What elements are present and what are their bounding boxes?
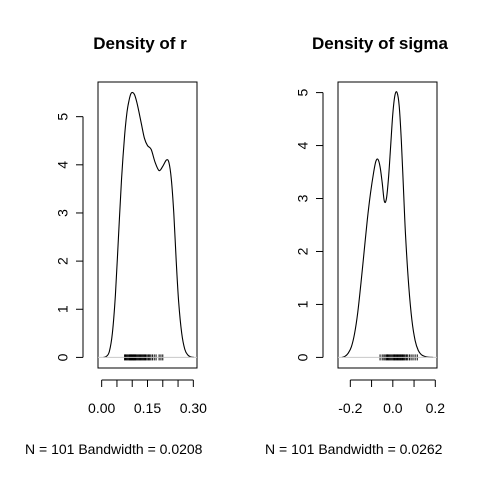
y-tick-label: 0 bbox=[55, 353, 71, 361]
y-tick-label: 4 bbox=[55, 161, 71, 169]
x-tick-label: 0.00 bbox=[88, 400, 115, 416]
x-tick-label: 0.0 bbox=[383, 400, 403, 416]
density-curve bbox=[341, 91, 434, 358]
plot-box bbox=[97, 81, 198, 369]
y-tick-label: 1 bbox=[55, 305, 71, 313]
chart-title: Density of r bbox=[93, 34, 187, 53]
x-axis-label: N = 101 Bandwidth = 0.0262 bbox=[265, 441, 443, 457]
y-tick-label: 2 bbox=[55, 257, 71, 265]
chart-title: Density of sigma bbox=[312, 34, 449, 53]
x-axis: -0.2 0.0 0.2 bbox=[338, 379, 446, 416]
y-tick-label: 5 bbox=[55, 113, 71, 121]
density-curve bbox=[103, 91, 195, 358]
x-axis: 0.00 0.15 0.30 bbox=[88, 379, 207, 416]
plot-box bbox=[337, 81, 438, 369]
y-tick-label: 3 bbox=[295, 194, 311, 202]
y-tick-label: 4 bbox=[295, 141, 311, 149]
y-tick-label: 3 bbox=[55, 209, 71, 217]
x-axis-label: N = 101 Bandwidth = 0.0208 bbox=[25, 441, 203, 457]
y-tick-label: 0 bbox=[295, 353, 311, 361]
y-tick-label: 1 bbox=[295, 300, 311, 308]
y-axis: 0 1 2 3 4 5 bbox=[295, 88, 324, 361]
y-tick-label: 5 bbox=[295, 88, 311, 96]
density-panel-sigma: Density of sigma 0 1 2 3 4 5 -0.2 0.0 0.2 N = 1… bbox=[265, 34, 449, 457]
x-tick-label: 0.2 bbox=[426, 400, 446, 416]
x-tick-label: -0.2 bbox=[338, 400, 362, 416]
y-tick-label: 2 bbox=[295, 247, 311, 255]
density-panel-r: Density of r 0 1 2 3 4 5 0.00 0.15 0.30 N = 101… bbox=[25, 34, 207, 457]
x-tick-label: 0.30 bbox=[180, 400, 207, 416]
y-axis: 0 1 2 3 4 5 bbox=[55, 113, 84, 361]
x-tick-label: 0.15 bbox=[134, 400, 161, 416]
